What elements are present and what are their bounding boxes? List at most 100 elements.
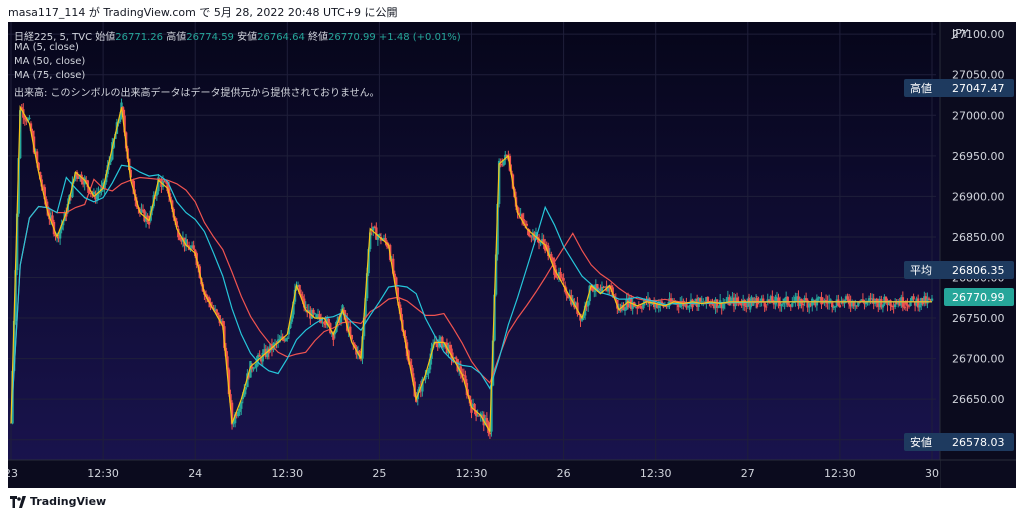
candle-body bbox=[824, 300, 828, 302]
candle-body bbox=[537, 238, 541, 244]
candle-body bbox=[98, 191, 102, 193]
legend-close-value: 26770.99 bbox=[328, 32, 376, 43]
candle-body bbox=[398, 301, 401, 308]
candle-body bbox=[619, 309, 622, 311]
candle-body bbox=[109, 159, 112, 162]
legend-symbol[interactable]: 日経225, 5, TVC bbox=[14, 32, 93, 43]
candle-body bbox=[556, 277, 559, 279]
footer-brand: TradingView bbox=[30, 495, 107, 508]
candle-body bbox=[40, 179, 43, 187]
candle-body bbox=[462, 374, 466, 376]
candle-body bbox=[852, 301, 855, 307]
legend-ma75[interactable]: MA (75, close) bbox=[14, 70, 86, 81]
candle-body bbox=[525, 223, 528, 226]
candle-body bbox=[390, 258, 393, 260]
candle-body bbox=[396, 287, 400, 300]
candle-body bbox=[459, 366, 462, 374]
candle-body bbox=[249, 361, 252, 378]
candle-body bbox=[169, 196, 172, 201]
candle-body bbox=[781, 303, 785, 305]
candle-body bbox=[338, 316, 341, 323]
candle-body bbox=[101, 182, 105, 187]
candle-body bbox=[634, 306, 637, 308]
candle-body bbox=[699, 298, 702, 302]
candle-body bbox=[97, 192, 100, 194]
time-scale-background[interactable] bbox=[8, 460, 940, 488]
candle-body bbox=[745, 305, 748, 307]
candle-body bbox=[904, 301, 908, 305]
candle-body bbox=[35, 151, 39, 163]
candle-body bbox=[783, 298, 786, 304]
candle-body bbox=[352, 342, 355, 345]
legend-ma50[interactable]: MA (50, close) bbox=[14, 56, 86, 67]
legend-ohlc[interactable]: 日経225, 5, TVC 始値26771.26 高値26774.59 安値26… bbox=[14, 28, 461, 43]
candle-body bbox=[903, 306, 906, 308]
legend-ma5[interactable]: MA (5, close) bbox=[14, 42, 79, 53]
candle-body bbox=[51, 215, 54, 222]
candle-body bbox=[399, 307, 403, 320]
candle-body bbox=[869, 298, 872, 300]
x-tick-label: 12:30 bbox=[271, 467, 303, 480]
candle-body bbox=[766, 299, 769, 302]
legend-low-value: 26764.64 bbox=[257, 32, 305, 43]
candle-body bbox=[582, 315, 585, 319]
candle-body bbox=[15, 213, 19, 271]
candle-body bbox=[557, 271, 561, 278]
footer: TradingView bbox=[0, 488, 1024, 515]
candle-body bbox=[884, 296, 888, 303]
candle-body bbox=[89, 193, 93, 195]
candle-body bbox=[867, 298, 871, 302]
x-tick-label: 25 bbox=[372, 467, 386, 480]
candle-body bbox=[349, 326, 352, 335]
candle-body bbox=[85, 180, 88, 182]
candle-body bbox=[60, 225, 63, 230]
candle-body bbox=[392, 258, 395, 274]
candle-body bbox=[166, 182, 169, 192]
candle-body bbox=[752, 301, 755, 306]
candle-body bbox=[304, 307, 307, 309]
candle-body bbox=[554, 269, 558, 278]
y-tick-label: 27050.00 bbox=[952, 69, 1005, 82]
candle-body bbox=[330, 332, 334, 334]
legend-volume-note: 出来高: このシンボルの出来高データはデータ提供元から提供されておりません。 bbox=[14, 88, 380, 99]
candle-body bbox=[927, 298, 931, 300]
y-tick-label: 26650.00 bbox=[952, 393, 1005, 406]
candle-body bbox=[236, 411, 240, 416]
candle-body bbox=[332, 332, 335, 340]
candle-body bbox=[560, 277, 564, 279]
x-tick-label: 12:30 bbox=[456, 467, 488, 480]
candle-body bbox=[505, 154, 509, 157]
y-tick-label: 26750.00 bbox=[952, 312, 1005, 325]
candle-body bbox=[361, 336, 364, 359]
chart-area[interactable]: 27100.00 27050.00 27000.00 26950.00 26900.00… bbox=[8, 22, 1016, 488]
candle-body bbox=[780, 304, 783, 307]
candle-body bbox=[302, 298, 306, 308]
candle-body bbox=[270, 344, 274, 350]
price-scale-background[interactable] bbox=[940, 22, 1016, 488]
candle-body bbox=[118, 116, 122, 122]
candle-body bbox=[326, 318, 329, 326]
candle-body bbox=[279, 336, 283, 339]
low-tag: 安値 26578.03 bbox=[904, 433, 1014, 451]
candle-body bbox=[850, 301, 854, 307]
price-chart[interactable]: 27100.00 27050.00 27000.00 26950.00 26900.00… bbox=[8, 22, 1016, 488]
candle-body bbox=[227, 369, 231, 395]
candle-body bbox=[141, 209, 145, 211]
candle-body bbox=[226, 356, 229, 370]
candle-body bbox=[347, 326, 350, 331]
candle-body bbox=[246, 373, 249, 388]
candle-body bbox=[286, 338, 289, 340]
candle-body bbox=[603, 286, 607, 288]
candle-body bbox=[887, 300, 891, 306]
grid bbox=[8, 22, 936, 460]
candle-body bbox=[897, 302, 900, 305]
candle-body bbox=[593, 290, 596, 292]
candle-body bbox=[217, 312, 220, 316]
candle-body bbox=[625, 299, 628, 310]
candle-body bbox=[75, 172, 79, 177]
candle-body bbox=[886, 301, 889, 306]
candle-body bbox=[448, 345, 452, 349]
candle-body bbox=[38, 172, 42, 180]
low-tag-box bbox=[904, 433, 1014, 451]
candle-body bbox=[875, 298, 878, 302]
